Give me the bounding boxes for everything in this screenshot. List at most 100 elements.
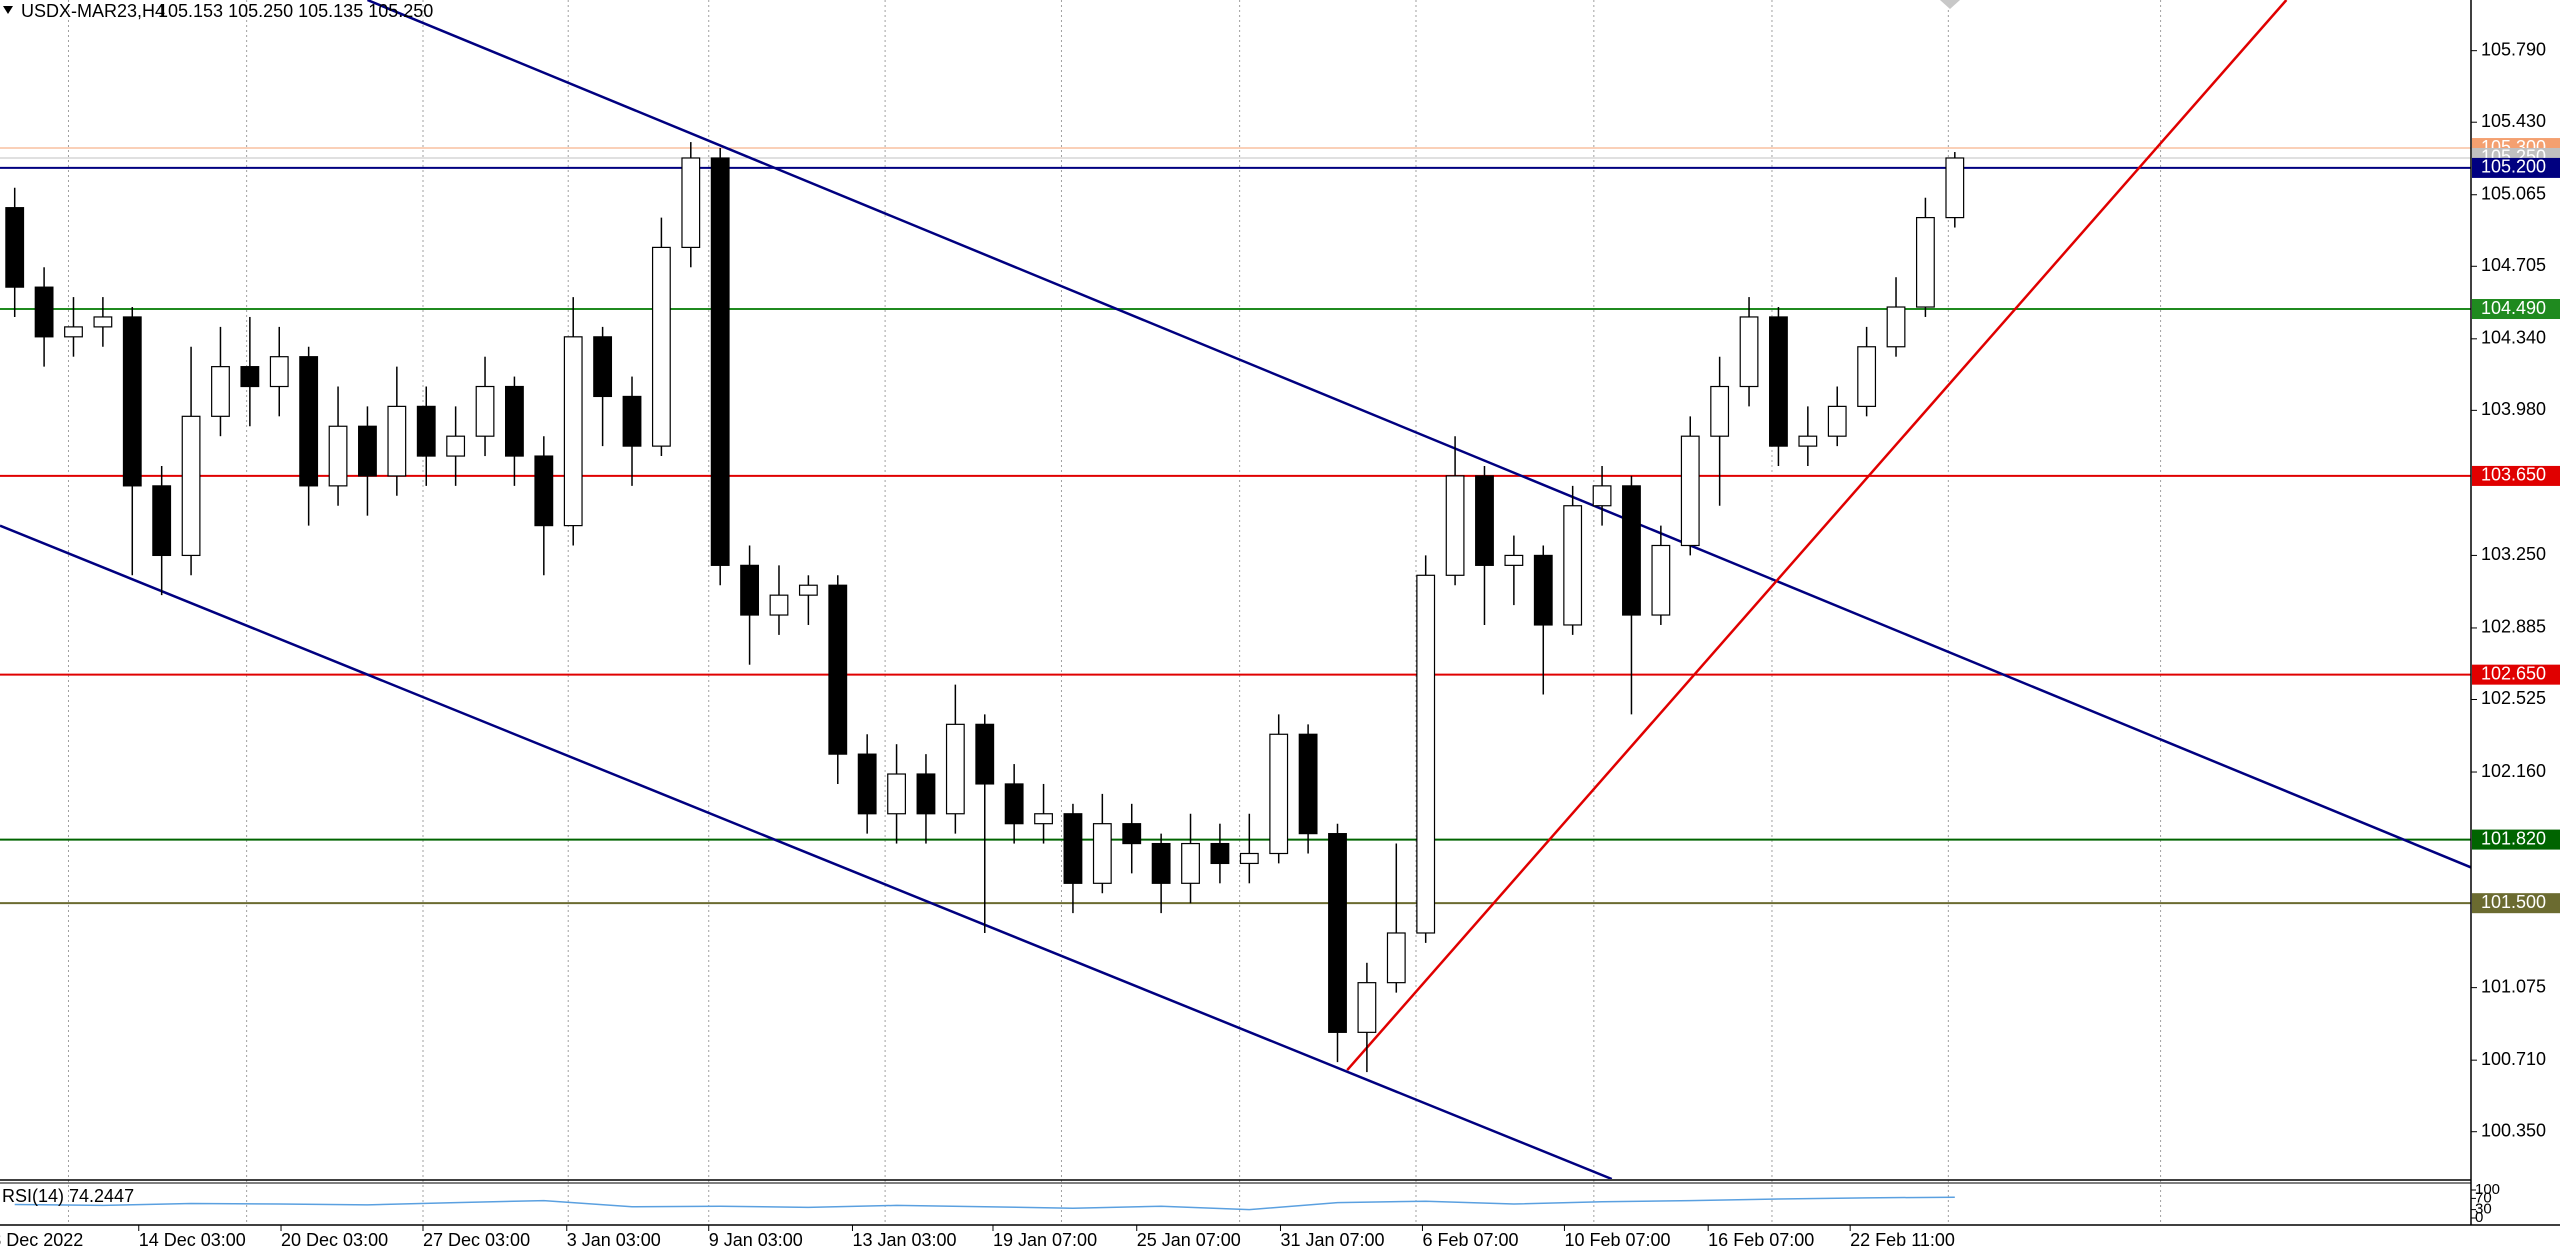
y-tick-label: 103.250 — [2481, 544, 2546, 564]
candle-body — [446, 435, 466, 457]
candle-body — [1151, 842, 1171, 884]
candle-body — [152, 485, 172, 557]
x-tick-label: 22 Feb 11:00 — [1850, 1230, 1955, 1250]
x-tick-label: 31 Jan 07:00 — [1280, 1230, 1384, 1250]
symbol-title: USDX-MAR23,H4 — [21, 1, 165, 21]
candle-body — [769, 594, 789, 616]
candle-body — [416, 405, 436, 457]
x-tick-label: 14 Dec 03:00 — [139, 1230, 246, 1250]
x-tick-label: 16 Feb 07:00 — [1708, 1230, 1814, 1250]
candle-body — [5, 207, 25, 288]
current-bar-marker — [1940, 0, 1960, 9]
price-level-label: 101.500 — [2481, 892, 2546, 912]
y-tick-label: 104.705 — [2481, 255, 2546, 275]
price-level-tag — [2472, 829, 2560, 850]
trendline — [0, 524, 1613, 1179]
candle-body — [34, 286, 54, 338]
rsi-label: RSI(14) 74.2447 — [2, 1186, 134, 1206]
trendlines-layer — [0, 0, 2471, 1179]
rsi-tick-label: 100 — [2475, 1181, 2500, 1198]
y-tick-label: 100.350 — [2481, 1120, 2546, 1140]
candle-body — [328, 425, 348, 487]
candle-body — [1651, 544, 1671, 616]
candle-body — [857, 753, 877, 815]
trendline — [1346, 0, 2288, 1071]
candle-body — [475, 385, 495, 437]
candle-body — [1769, 316, 1788, 447]
candle-body — [828, 584, 848, 755]
symbol-menu-arrow — [3, 6, 13, 14]
candle-body — [1680, 435, 1700, 547]
candle-body — [1122, 823, 1142, 845]
candle-body — [1210, 842, 1230, 865]
rsi-tick-label: 30 — [2475, 1201, 2492, 1218]
candle-body — [64, 326, 83, 338]
x-tick-label: 19 Jan 07:00 — [993, 1230, 1097, 1250]
candle-body — [240, 366, 260, 388]
candle-body — [798, 584, 818, 596]
candle-body — [1857, 346, 1877, 407]
candle-body — [1827, 405, 1847, 437]
candle-body — [181, 415, 201, 557]
candle-body — [1622, 485, 1641, 616]
x-tick-label: 20 Dec 03:00 — [281, 1230, 388, 1250]
candle-body — [1475, 475, 1494, 566]
y-tick-label: 102.885 — [2481, 617, 2546, 637]
x-tick-label: 8 Dec 2022 — [0, 1230, 83, 1250]
x-tick-label: 3 Jan 03:00 — [567, 1230, 661, 1250]
candle-body — [1710, 385, 1730, 437]
price-level-label: 101.820 — [2481, 828, 2546, 848]
rsi-line — [14, 1196, 1955, 1211]
symbol-ohlc: 105.153 105.250 105.135 105.250 — [158, 1, 433, 21]
candle-body — [1386, 932, 1406, 984]
levels-layer — [0, 147, 2471, 905]
candle-body — [975, 723, 995, 785]
price-level-label: 103.650 — [2481, 465, 2546, 485]
candle-body — [622, 395, 642, 447]
candle-body — [358, 425, 377, 477]
axis-layer: 105.790 105.430 105.065 104.705 104.340 103.9… — [0, 39, 2560, 1250]
candle-body — [681, 157, 701, 249]
candle-body — [387, 405, 407, 477]
price-level-tag — [2472, 465, 2560, 486]
candle-body — [211, 366, 230, 417]
candle-body — [1357, 982, 1377, 1033]
x-tick-label: 27 Dec 03:00 — [423, 1230, 530, 1250]
candle-body — [1798, 435, 1818, 447]
rsi-tick-label: 0 — [2475, 1209, 2483, 1226]
y-tick-label: 105.430 — [2481, 111, 2546, 131]
candle-body — [1063, 813, 1083, 884]
price-level-tag — [2472, 893, 2560, 914]
candle-body — [1445, 475, 1465, 576]
trendline — [366, 0, 2471, 869]
candle-body — [710, 157, 730, 566]
candle-body — [945, 723, 965, 815]
candle-body — [1269, 733, 1289, 855]
candle-body — [505, 385, 524, 457]
y-tick-label: 102.160 — [2481, 761, 2546, 781]
price-level-tag — [2472, 157, 2560, 178]
candle-body — [651, 246, 671, 447]
candle-body — [1298, 733, 1318, 835]
candle-body — [1328, 833, 1347, 1033]
candle-body — [740, 564, 760, 616]
candle-body — [1092, 823, 1112, 884]
price-level-label: 104.490 — [2481, 298, 2546, 318]
x-tick-label: 25 Jan 07:00 — [1137, 1230, 1241, 1250]
candle-body — [93, 316, 113, 328]
candle-body — [1915, 216, 1935, 308]
y-tick-label: 105.065 — [2481, 183, 2546, 203]
x-tick-label: 13 Jan 03:00 — [852, 1230, 956, 1250]
price-level-tag — [2472, 664, 2560, 685]
x-tick-label: 9 Jan 03:00 — [709, 1230, 803, 1250]
candle-body — [1739, 316, 1759, 388]
candle-body — [1563, 505, 1583, 626]
candle-body — [534, 455, 554, 527]
price-level-label: 102.650 — [2481, 663, 2546, 683]
y-tick-label: 104.340 — [2481, 328, 2546, 348]
candle-body — [1181, 842, 1200, 884]
candle-body — [563, 336, 583, 527]
candle-body — [593, 336, 613, 398]
candles-layer — [5, 142, 1965, 1073]
